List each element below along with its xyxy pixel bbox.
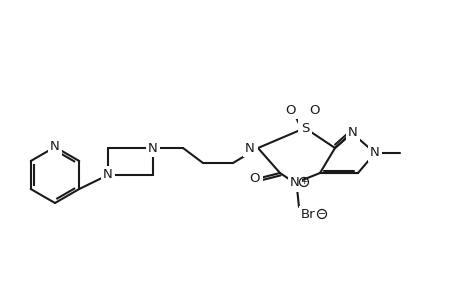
Text: O: O [309, 103, 319, 116]
Text: −: − [317, 209, 325, 219]
Text: N: N [148, 142, 157, 154]
Text: S: S [300, 122, 308, 134]
Text: N: N [290, 176, 299, 190]
Text: N: N [369, 146, 379, 160]
Text: Br: Br [300, 208, 314, 221]
Text: O: O [285, 103, 296, 116]
Text: N: N [103, 169, 112, 182]
Text: N: N [50, 140, 60, 154]
Text: N: N [245, 142, 254, 154]
Text: +: + [300, 178, 307, 187]
Text: O: O [249, 172, 260, 184]
Text: N: N [347, 125, 357, 139]
